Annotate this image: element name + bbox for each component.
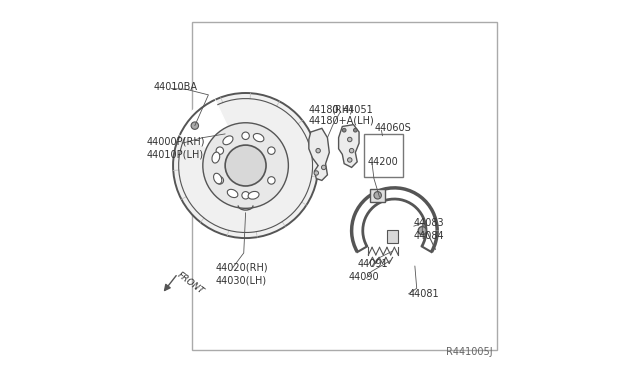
Ellipse shape (248, 192, 259, 199)
Circle shape (242, 192, 250, 199)
Ellipse shape (214, 173, 222, 184)
Circle shape (349, 148, 354, 153)
Text: FRONT: FRONT (175, 271, 205, 296)
Bar (191, 22, 497, 350)
Text: 44020(RH): 44020(RH) (216, 263, 268, 273)
Text: 44010P(LH): 44010P(LH) (147, 150, 204, 159)
Circle shape (348, 137, 352, 142)
Text: 44030(LH): 44030(LH) (216, 276, 267, 286)
Circle shape (342, 128, 346, 132)
Ellipse shape (223, 136, 233, 145)
Circle shape (418, 227, 426, 235)
Circle shape (321, 165, 326, 170)
Circle shape (191, 122, 198, 129)
Text: 44060S: 44060S (375, 124, 412, 133)
Text: 44200: 44200 (367, 157, 398, 167)
Text: 44091: 44091 (357, 259, 388, 269)
Polygon shape (339, 125, 359, 167)
Ellipse shape (227, 189, 238, 198)
Wedge shape (177, 96, 246, 166)
Circle shape (348, 158, 352, 162)
Circle shape (216, 177, 223, 184)
Circle shape (173, 93, 318, 238)
Text: R441005J: R441005J (446, 347, 493, 357)
Circle shape (268, 147, 275, 154)
Text: (RH): (RH) (331, 105, 353, 115)
Circle shape (268, 177, 275, 184)
Ellipse shape (253, 134, 264, 142)
Circle shape (216, 147, 223, 154)
Text: 44083: 44083 (413, 218, 444, 228)
Circle shape (374, 192, 381, 199)
Text: 44084: 44084 (413, 231, 444, 241)
Circle shape (225, 145, 266, 186)
Text: 44010BA: 44010BA (154, 83, 197, 92)
Circle shape (353, 128, 357, 132)
Text: 44000P(RH): 44000P(RH) (147, 137, 205, 146)
Text: 44180: 44180 (309, 105, 339, 115)
Text: 44081: 44081 (408, 289, 439, 299)
Circle shape (242, 132, 250, 140)
Bar (370, 189, 385, 202)
Polygon shape (309, 128, 330, 180)
Text: 44051: 44051 (342, 105, 373, 115)
Text: 44180+A(LH): 44180+A(LH) (309, 116, 374, 126)
Circle shape (314, 171, 319, 175)
Circle shape (203, 123, 289, 208)
Ellipse shape (212, 152, 220, 163)
Bar (364, 134, 403, 177)
Text: 44090: 44090 (349, 272, 380, 282)
Circle shape (316, 148, 321, 153)
Bar (387, 230, 398, 243)
